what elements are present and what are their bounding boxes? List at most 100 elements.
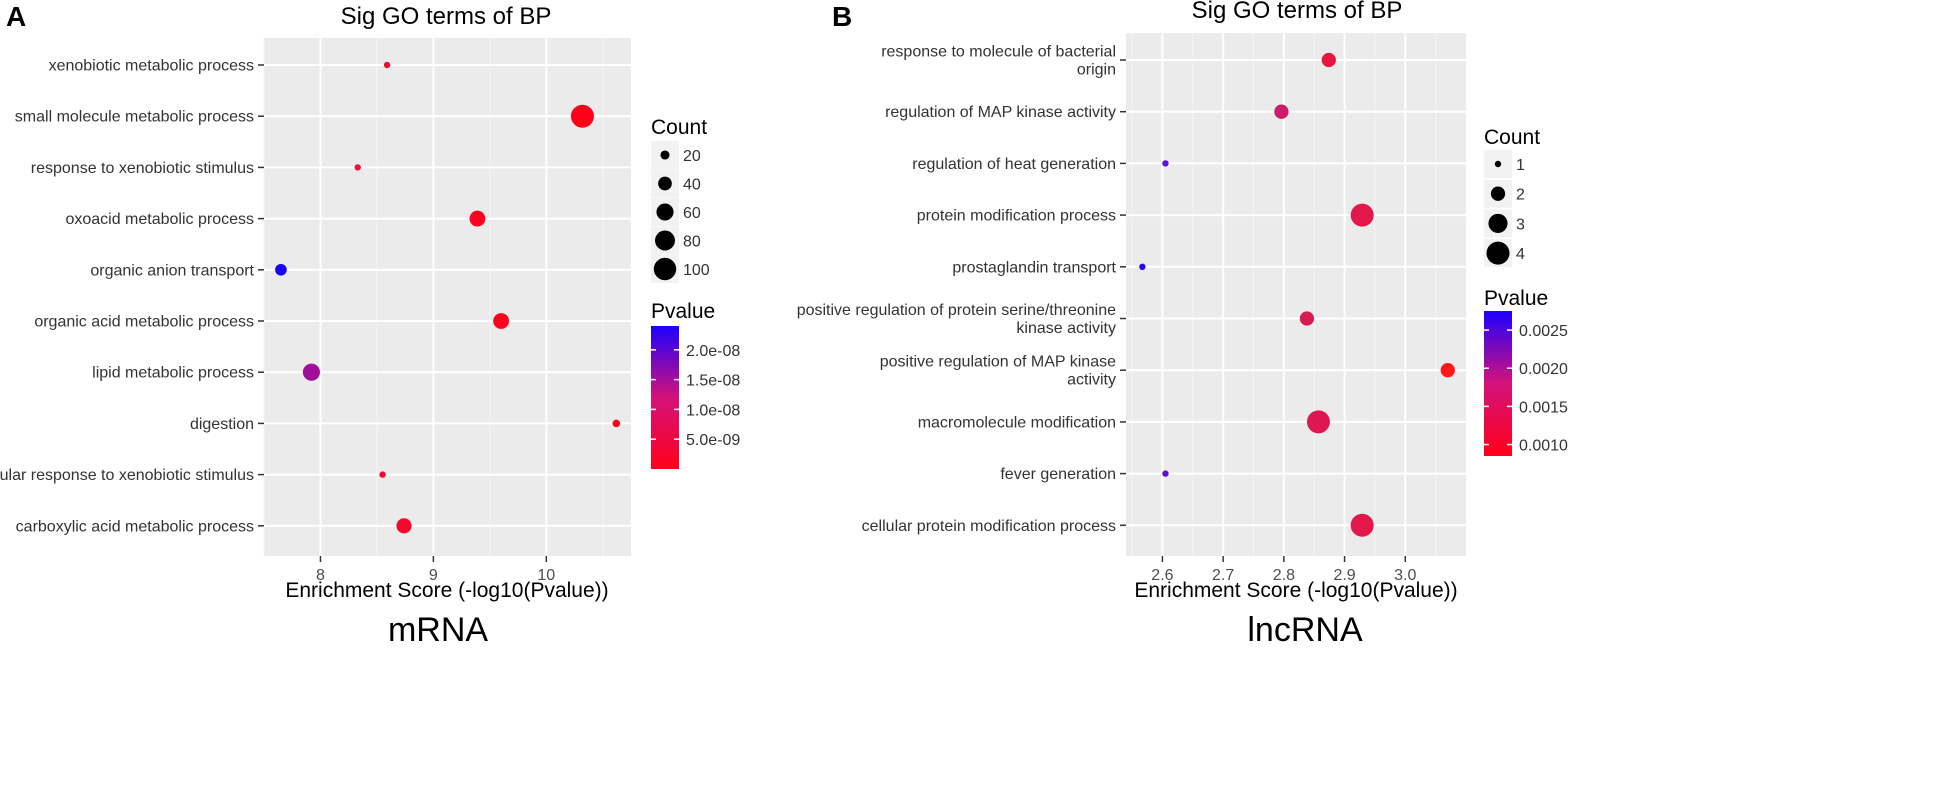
data-point — [1139, 263, 1146, 270]
category-label-line: regulation of MAP kinase activity — [885, 104, 1116, 121]
legend-count-label: 80 — [683, 234, 701, 251]
panel-a-legend-pvalue: Pvalue 5.0e-09 1.0e-08 1.5e-08 2.0e-08 — [651, 300, 740, 469]
data-point — [383, 61, 391, 69]
category-label: carboxylic acid metabolic process — [16, 518, 254, 535]
legend-count-symbol — [1486, 241, 1510, 265]
category-label-line: protein modification process — [917, 208, 1116, 225]
x-tick-label: 2.9 — [1333, 567, 1355, 584]
category-label: lipid metabolic process — [92, 365, 254, 382]
panel-b-category-labels: response to molecule of bacterial originr… — [797, 44, 1126, 535]
panel-b-legend-pvalue-title: Pvalue — [1484, 287, 1548, 310]
colorbar-label: 1.5e-08 — [686, 373, 740, 390]
panel-b-pvalue-colorbar — [1484, 311, 1512, 456]
category-label-line: carboxylic acid metabolic process — [16, 518, 254, 535]
category-label: regulation of heat generation — [912, 156, 1116, 173]
panel-b-gridlines — [1126, 33, 1466, 556]
category-label-line: origin — [1077, 62, 1116, 79]
panel-b-x-axis-title: Enrichment Score (-log10(Pvalue)) — [1134, 579, 1457, 602]
legend-count-label: 100 — [683, 262, 710, 279]
category-label: cellular protein modification process — [862, 518, 1116, 535]
category-label-line: xenobiotic metabolic process — [49, 58, 254, 75]
x-tick-label: 8 — [316, 567, 325, 584]
colorbar-label: 0.0015 — [1519, 399, 1568, 416]
category-label-line: lipid metabolic process — [92, 365, 254, 382]
category-label: xenobiotic metabolic process — [49, 58, 254, 75]
colorbar-label: 1.0e-08 — [686, 402, 740, 419]
data-point — [493, 313, 510, 329]
category-label-line: positive regulation of protein serine/th… — [797, 302, 1116, 319]
category-label: cellular response to xenobiotic stimulus — [0, 467, 254, 484]
category-label: organic acid metabolic process — [34, 314, 254, 331]
category-label: response to molecule of bacterial origin — [881, 44, 1116, 79]
data-point — [1162, 470, 1169, 477]
category-label-line: oxoacid metabolic process — [65, 211, 254, 228]
data-point — [1440, 363, 1455, 378]
category-label: positive regulation of MAP kinase activit… — [880, 354, 1116, 389]
category-label-line: positive regulation of MAP kinase — [880, 354, 1116, 371]
colorbar-label: 0.0010 — [1519, 438, 1568, 455]
panel-b-x-ticks: 2.6 2.7 2.8 2.9 3.0 — [1151, 556, 1417, 584]
panel-a-legend-count: Count 20 40 60 80 100 — [651, 116, 710, 283]
colorbar-label: 5.0e-09 — [686, 432, 740, 449]
legend-count-label: 40 — [683, 177, 701, 194]
category-label-line: response to molecule of bacterial — [881, 44, 1116, 61]
data-point — [1350, 203, 1374, 227]
category-label: regulation of MAP kinase activity — [885, 104, 1116, 121]
panel-letter-b: B — [832, 1, 852, 32]
panel-b-legend-count-title: Count — [1484, 126, 1540, 149]
category-label: macromolecule modification — [918, 414, 1116, 431]
legend-count-symbol — [1488, 213, 1508, 233]
legend-count-symbol — [656, 203, 674, 221]
panel-b-plot-background — [1126, 33, 1466, 556]
panel-b-caption: lncRNA — [1247, 611, 1363, 649]
legend-count-symbol — [1490, 186, 1506, 201]
category-label-line: activity — [1067, 372, 1116, 389]
panel-b-title: Sig GO terms of BP — [1192, 0, 1403, 24]
data-point — [1299, 311, 1315, 326]
panel-a-legend-pvalue-title: Pvalue — [651, 300, 715, 323]
x-tick-label: 2.8 — [1273, 567, 1295, 584]
x-tick-label: 10 — [537, 567, 555, 584]
panel-a-plot-background — [264, 38, 631, 556]
legend-count-label: 2 — [1516, 187, 1525, 204]
category-label-line: kinase activity — [1016, 320, 1116, 337]
colorbar-label: 0.0025 — [1519, 323, 1568, 340]
category-label: organic anion transport — [90, 262, 254, 279]
category-label-line: prostaglandin transport — [952, 259, 1116, 276]
data-point — [354, 164, 361, 171]
data-point — [275, 263, 287, 276]
x-tick-label: 2.6 — [1151, 567, 1173, 584]
panel-a-legend-count-title: Count — [651, 116, 707, 139]
category-label: oxoacid metabolic process — [65, 211, 254, 228]
category-label: small molecule metabolic process — [15, 109, 254, 126]
panel-b-legend-count: Count 1 2 3 4 — [1484, 126, 1540, 268]
legend-count-symbol — [1494, 160, 1502, 168]
data-point — [302, 363, 320, 381]
panel-a-caption: mRNA — [388, 611, 488, 649]
x-tick-label: 2.7 — [1212, 567, 1234, 584]
data-point — [570, 104, 594, 128]
category-label-line: small molecule metabolic process — [15, 109, 254, 126]
category-label: positive regulation of protein serine/th… — [797, 302, 1116, 337]
legend-count-label: 1 — [1516, 157, 1525, 174]
category-label-line: organic acid metabolic process — [34, 314, 254, 331]
panel-a-title: Sig GO terms of BP — [341, 3, 552, 30]
category-label-line: regulation of heat generation — [912, 156, 1116, 173]
legend-count-label: 60 — [683, 205, 701, 222]
data-point — [1321, 52, 1336, 68]
x-tick-label: 3.0 — [1394, 567, 1416, 584]
legend-count-symbol — [655, 230, 675, 251]
data-point — [379, 471, 386, 478]
legend-count-label: 4 — [1516, 246, 1525, 263]
data-point — [1162, 160, 1169, 167]
category-label-line: cellular response to xenobiotic stimulus — [0, 467, 254, 484]
category-label-line: organic anion transport — [90, 262, 254, 279]
panel-letter-a: A — [6, 1, 26, 32]
data-point — [1274, 104, 1289, 119]
colorbar-label: 0.0020 — [1519, 361, 1568, 378]
category-label: protein modification process — [917, 208, 1116, 225]
panel-a-x-ticks: 8 9 10 — [316, 556, 555, 584]
panel-b-legend-pvalue: Pvalue 0.0010 0.0015 0.0020 0.0025 — [1484, 287, 1568, 456]
category-label-line: cellular protein modification process — [862, 518, 1116, 535]
